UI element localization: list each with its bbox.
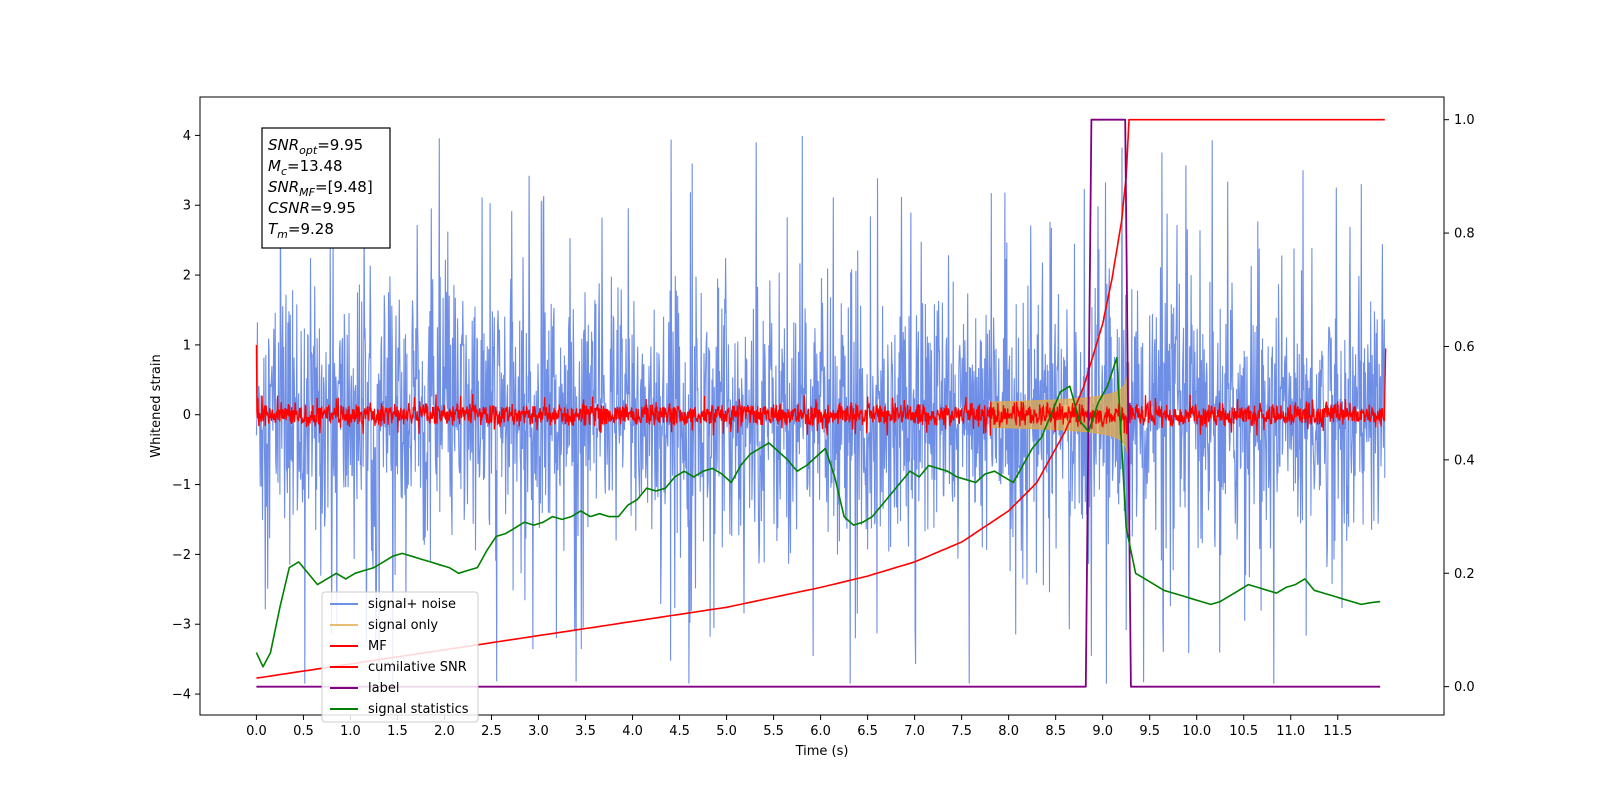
legend-label: signal only <box>368 618 438 633</box>
x-tick-label: 4.0 <box>622 724 643 739</box>
info-line: SNRMF=[9.48] <box>268 178 373 199</box>
y-tick-label: −3 <box>172 618 191 633</box>
legend-label: signal statistics <box>368 702 469 717</box>
y-tick-label: 2 <box>183 269 191 284</box>
legend-frame <box>321 591 479 723</box>
x-tick-label: 5.5 <box>763 724 784 739</box>
x-tick-label: 4.5 <box>669 724 690 739</box>
x-tick-label: 10.0 <box>1182 724 1211 739</box>
x-tick-label: 6.5 <box>857 724 878 739</box>
info-box-frame <box>261 127 391 249</box>
y2-tick-label: 0.8 <box>1454 227 1475 242</box>
legend-label: MF <box>368 639 387 654</box>
y-tick-label: −4 <box>172 688 191 703</box>
info-line: Tm=9.28 <box>268 220 334 241</box>
x-axis: 0.0 0.5 1.0 1.5 2.0 2.5 3.0 3.5 4.0 4.5 5.0 5.5 6.0 6… <box>246 715 1352 739</box>
x-tick-label: 0.0 <box>246 724 267 739</box>
info-line: SNRopt=9.95 <box>268 136 363 157</box>
legend-label: label <box>368 681 399 696</box>
y2-tick-label: 0.4 <box>1454 453 1475 468</box>
y-tick-label: −2 <box>172 548 191 563</box>
y-tick-label: 0 <box>183 408 191 423</box>
x-tick-label: 1.0 <box>340 724 361 739</box>
y2-tick-label: 0.2 <box>1454 567 1475 582</box>
x-tick-label: 11.0 <box>1276 724 1305 739</box>
info-line: CSNR=9.95 <box>268 199 356 217</box>
series-layer <box>255 118 1387 688</box>
legend-label: signal+ noise <box>368 597 456 612</box>
x-tick-label: 2.5 <box>481 724 502 739</box>
x-axis-label: Time (s) <box>795 744 849 759</box>
x-tick-label: 9.0 <box>1092 724 1113 739</box>
y2-tick-label: 1.0 <box>1454 113 1475 128</box>
x-tick-label: 7.5 <box>951 724 972 739</box>
x-tick-label: 9.5 <box>1139 724 1160 739</box>
x-tick-label: 8.5 <box>1045 724 1066 739</box>
y-tick-label: −1 <box>172 478 191 493</box>
y-tick-label: 3 <box>183 199 191 214</box>
y-tick-label: 4 <box>183 129 191 144</box>
info-line: Mc=13.48 <box>268 157 343 178</box>
legend-label: cumilative SNR <box>368 660 467 675</box>
x-tick-label: 3.5 <box>575 724 596 739</box>
x-tick-label: 3.0 <box>528 724 549 739</box>
x-tick-label: 1.5 <box>387 724 408 739</box>
series-label <box>256 118 1381 688</box>
x-tick-label: 7.0 <box>904 724 925 739</box>
x-tick-label: 2.0 <box>434 724 455 739</box>
series-cumulative-snr <box>256 118 1385 679</box>
x-tick-label: 8.0 <box>998 724 1019 739</box>
x-tick-label: 6.0 <box>810 724 831 739</box>
y-axis-label: Whitened strain <box>149 354 164 457</box>
plot-frame <box>199 96 1445 716</box>
y2-tick-label: 0.6 <box>1454 340 1475 355</box>
legend: signal+ noise signal only MF cumilative SNR… <box>321 591 479 723</box>
info-annotation-box: SNRopt=9.95Mc=13.48SNRMF=[9.48]CSNR=9.95… <box>261 127 391 249</box>
y-tick-label: 1 <box>183 338 191 353</box>
y2-tick-label: 0.0 <box>1454 680 1475 695</box>
y-axis-left: 4 3 2 1 0 −1 −2 −3 −4 <box>172 129 200 703</box>
x-tick-label: 10.5 <box>1229 724 1258 739</box>
y-axis-right: 1.0 0.8 0.6 0.4 0.2 0.0 <box>1444 113 1475 695</box>
x-tick-label: 0.5 <box>293 724 314 739</box>
series-signal-statistics <box>255 357 1381 668</box>
x-tick-label: 5.0 <box>716 724 737 739</box>
series-mf <box>255 344 1387 436</box>
x-tick-label: 11.5 <box>1323 724 1352 739</box>
